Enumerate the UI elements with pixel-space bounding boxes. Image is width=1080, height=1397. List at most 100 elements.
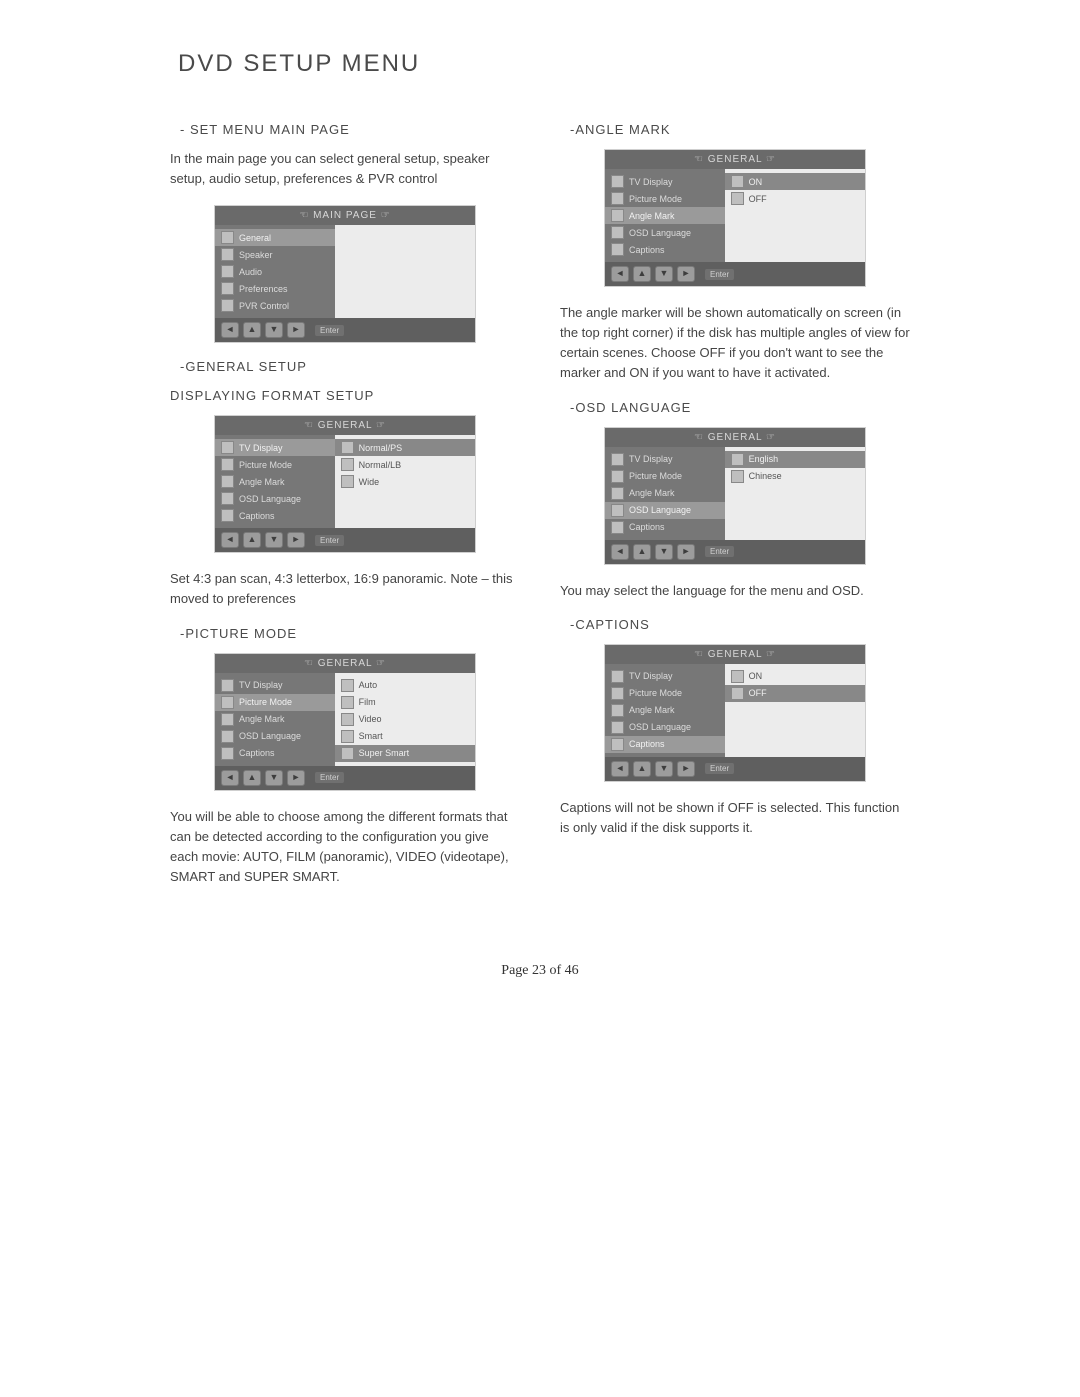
enter-label: Enter: [315, 325, 344, 336]
content-columns: - SET MENU MAIN PAGE In the main page yo…: [170, 108, 910, 903]
menu-item-icon: [221, 282, 234, 295]
menu-item-icon: [611, 670, 624, 683]
nav-up-icon: ▲: [243, 322, 261, 338]
enter-label: Enter: [315, 535, 344, 546]
menu-option-label: ON: [749, 177, 763, 187]
menu-option-label: ON: [749, 671, 763, 681]
menu-item-icon: [611, 453, 624, 466]
nav-left-icon: ◄: [221, 770, 239, 786]
menu-item-label: OSD Language: [629, 228, 691, 238]
menu-item-label: TV Display: [629, 454, 673, 464]
heading-picture-mode: -PICTURE MODE: [180, 626, 520, 641]
nav-up-icon: ▲: [633, 761, 651, 777]
menu-option-icon: [341, 441, 354, 454]
menu-item: OSD Language: [215, 490, 335, 507]
menu-option-label: Normal/PS: [359, 443, 403, 453]
menu-item-icon: [221, 679, 234, 692]
page-title: DVD SETUP MENU: [178, 50, 910, 78]
menu-item: Angle Mark: [215, 711, 335, 728]
menu-header: ☜ GENERAL ☞: [215, 416, 475, 435]
menu-option: Normal/PS: [335, 439, 475, 456]
menu-item-icon: [611, 504, 624, 517]
menu-item: OSD Language: [605, 502, 725, 519]
menu-option: Film: [335, 694, 475, 711]
screenshot-picture-mode: ☜ GENERAL ☞TV DisplayPicture ModeAngle M…: [214, 653, 476, 791]
menu-option-label: Wide: [359, 477, 380, 487]
menu-option-icon: [731, 175, 744, 188]
nav-up-icon: ▲: [633, 266, 651, 282]
menu-item-icon: [221, 441, 234, 454]
menu-item-label: TV Display: [629, 671, 673, 681]
menu-footer: ◄▲▼►Enter: [605, 540, 865, 564]
heading-set-menu: - SET MENU MAIN PAGE: [180, 122, 520, 137]
menu-option: ON: [725, 668, 865, 685]
menu-item: Picture Mode: [605, 190, 725, 207]
nav-left-icon: ◄: [221, 322, 239, 338]
menu-item-icon: [221, 458, 234, 471]
menu-option-label: English: [749, 454, 779, 464]
nav-right-icon: ►: [677, 266, 695, 282]
menu-footer: ◄▲▼►Enter: [215, 318, 475, 342]
text-display-format: Set 4:3 pan scan, 4:3 letterbox, 16:9 pa…: [170, 569, 520, 609]
menu-option-icon: [731, 453, 744, 466]
enter-label: Enter: [705, 269, 734, 280]
menu-item-label: Angle Mark: [629, 211, 675, 221]
menu-item-icon: [611, 738, 624, 751]
menu-option-icon: [341, 730, 354, 743]
nav-up-icon: ▲: [633, 544, 651, 560]
menu-item-label: Captions: [629, 739, 665, 749]
nav-left-icon: ◄: [611, 761, 629, 777]
menu-option: ON: [725, 173, 865, 190]
menu-item-label: PVR Control: [239, 301, 289, 311]
menu-header: ☜ GENERAL ☞: [605, 428, 865, 447]
menu-item-label: General: [239, 233, 271, 243]
menu-option-label: Auto: [359, 680, 378, 690]
nav-right-icon: ►: [677, 544, 695, 560]
menu-item-label: Captions: [239, 511, 275, 521]
heading-angle-mark: -ANGLE MARK: [570, 122, 910, 137]
menu-option-label: Normal/LB: [359, 460, 402, 470]
menu-item-label: TV Display: [239, 443, 283, 453]
menu-item-icon: [611, 521, 624, 534]
nav-down-icon: ▼: [265, 532, 283, 548]
menu-header: ☜ GENERAL ☞: [215, 654, 475, 673]
screenshot-main-page: ☜ MAIN PAGE ☞GeneralSpeakerAudioPreferen…: [214, 205, 476, 343]
nav-up-icon: ▲: [243, 532, 261, 548]
menu-item: OSD Language: [605, 224, 725, 241]
menu-item-label: Captions: [629, 522, 665, 532]
enter-label: Enter: [705, 546, 734, 557]
heading-captions: -CAPTIONS: [570, 617, 910, 632]
menu-option-label: OFF: [749, 194, 767, 204]
menu-option-icon: [731, 687, 744, 700]
enter-label: Enter: [315, 772, 344, 783]
menu-option-label: OFF: [749, 688, 767, 698]
menu-item: Angle Mark: [605, 485, 725, 502]
menu-item: Picture Mode: [215, 456, 335, 473]
menu-item: TV Display: [215, 439, 335, 456]
menu-item-label: OSD Language: [239, 494, 301, 504]
screenshot-osd-language: ☜ GENERAL ☞ TV Display Picture Mode Angle M…: [604, 427, 866, 565]
menu-option: Chinese: [725, 468, 865, 485]
menu-option: Smart: [335, 728, 475, 745]
menu-item-label: Picture Mode: [629, 471, 682, 481]
menu-option-icon: [341, 713, 354, 726]
menu-header: ☜ MAIN PAGE ☞: [215, 206, 475, 225]
menu-item-icon: [221, 713, 234, 726]
menu-item: General: [215, 229, 335, 246]
menu-option-icon: [731, 192, 744, 205]
menu-item-icon: [611, 687, 624, 700]
menu-item: Audio: [215, 263, 335, 280]
menu-option-icon: [731, 470, 744, 483]
menu-option: OFF: [725, 685, 865, 702]
menu-item-icon: [221, 265, 234, 278]
heading-osd-language: -OSD LANGUAGE: [570, 400, 910, 415]
menu-header: ☜ GENERAL ☞: [605, 150, 865, 169]
nav-right-icon: ►: [677, 761, 695, 777]
menu-item-icon: [221, 730, 234, 743]
nav-left-icon: ◄: [611, 544, 629, 560]
menu-item-label: OSD Language: [629, 505, 691, 515]
heading-general-setup: -GENERAL SETUP: [180, 359, 520, 374]
menu-item: Angle Mark: [605, 702, 725, 719]
menu-option-label: Super Smart: [359, 748, 410, 758]
left-column: - SET MENU MAIN PAGE In the main page yo…: [170, 108, 520, 903]
